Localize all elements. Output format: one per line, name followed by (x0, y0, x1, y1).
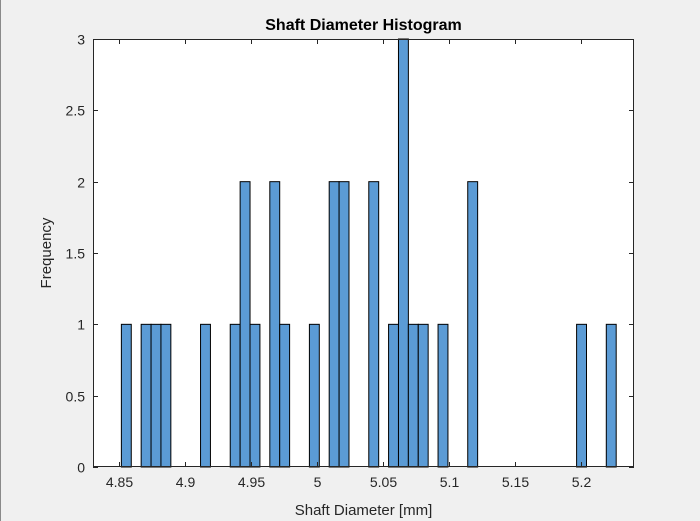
bars-group (120, 38, 617, 468)
x-tick-label: 5.2 (572, 474, 592, 490)
histogram-bar (140, 323, 152, 468)
histogram-bar (437, 323, 449, 468)
histogram-bar (308, 323, 320, 468)
histogram-bar (239, 181, 251, 468)
x-axis-label: Shaft Diameter [mm] (295, 502, 433, 519)
histogram-bar (249, 323, 261, 468)
histogram-bar (417, 323, 429, 468)
histogram-bar (467, 181, 479, 468)
histogram-bar (229, 323, 241, 468)
y-tick-label: 1 (77, 317, 85, 333)
x-tick-label: 4.85 (106, 474, 133, 490)
histogram-bar (397, 38, 409, 468)
histogram-bar (269, 181, 281, 468)
histogram-bar (338, 181, 350, 468)
x-tick-label: 5.05 (370, 474, 397, 490)
plot-area (93, 39, 634, 467)
histogram-bar (200, 323, 211, 468)
ticks-group: 4.85 4.9 4.95 5 5.05 5.1 5.15 5.2 0 0.5 1 1.5 2 2.5 3 (66, 32, 634, 490)
histogram-bar (160, 323, 172, 468)
histogram-bar (120, 323, 132, 468)
y-tick-label: 0 (77, 460, 85, 476)
x-tick-label: 5.15 (502, 474, 529, 490)
chart-title: Shaft Diameter Histogram (265, 17, 462, 34)
histogram-bar (605, 323, 617, 468)
window-edge (0, 0, 1, 521)
x-tick-label: 5 (314, 474, 322, 490)
x-tick-label: 4.95 (238, 474, 265, 490)
histogram-bar (368, 181, 380, 468)
y-tick-label: 1.5 (66, 246, 86, 262)
y-tick-label: 2 (77, 175, 85, 191)
histogram-bar (388, 323, 399, 468)
y-tick-label: 3 (77, 32, 85, 48)
y-tick-label: 2.5 (66, 103, 86, 119)
histogram-bar (328, 181, 340, 468)
y-tick-label: 0.5 (66, 389, 86, 405)
y-axis-label: Frequency (38, 217, 55, 288)
histogram-bar (576, 323, 587, 468)
x-tick-label: 5.1 (440, 474, 460, 490)
histogram-bar (150, 323, 162, 468)
histogram-bar (279, 323, 291, 468)
x-tick-label: 4.9 (176, 474, 196, 490)
histogram-bar (407, 323, 419, 468)
